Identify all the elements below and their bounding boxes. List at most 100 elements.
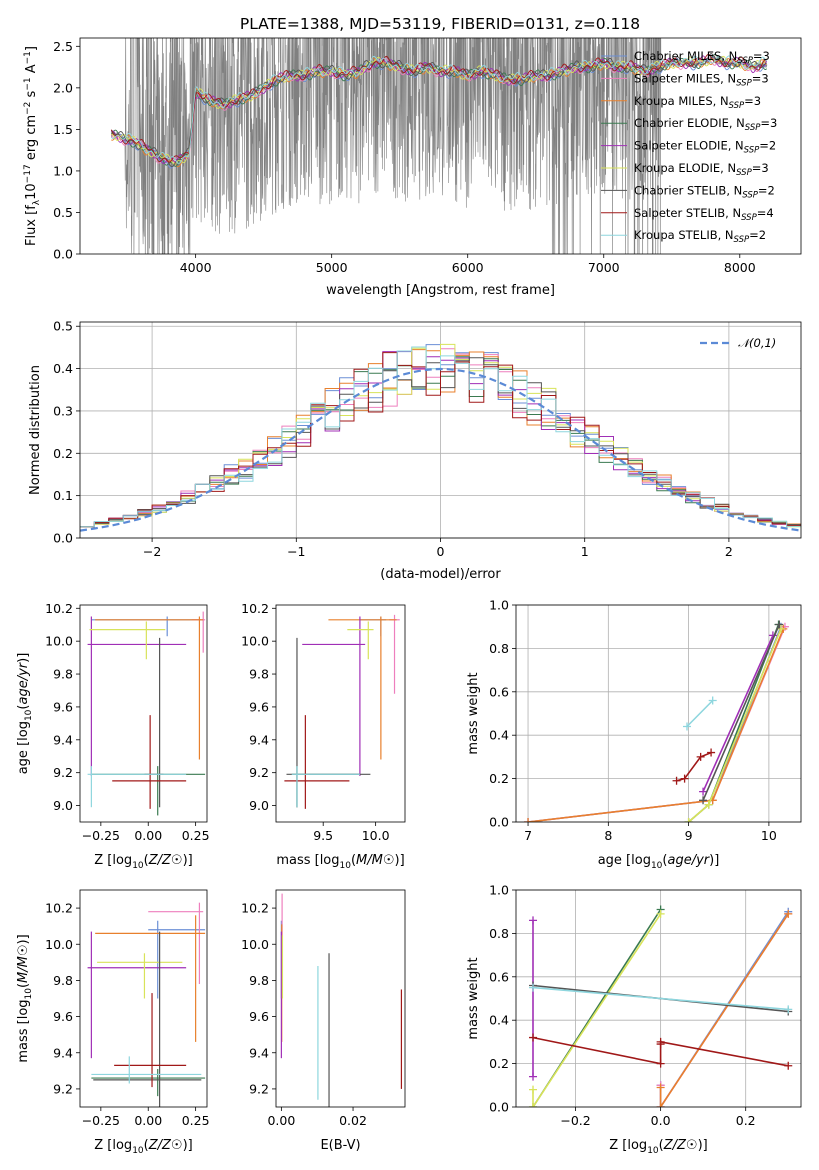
point-m2 [784,909,793,918]
y-tick-label: 0.0 [489,1100,509,1115]
y-tick-label: 9.2 [53,765,73,780]
point-m7 [656,1037,665,1046]
axes-weight_vs_age: 7 8 9 10 0.0 0.2 0.4 0.6 0.8 1.0 age [log10(age/yr… [466,598,802,871]
series-m7 [676,751,712,782]
point-m4 [529,916,538,925]
x-tick-label: 0.00 [134,1113,162,1128]
x-tick-label: −0.25 [82,1113,120,1128]
y-tick-label: 9.8 [249,973,269,988]
y-axis-label: mass weight [466,672,481,754]
y-tick-label: 0.4 [489,1013,509,1028]
legend-label-m4: Salpeter ELODIE, NSSP=2 [634,139,776,156]
y-tick-label: 0.6 [489,684,509,699]
x-axis-label: Z [log10(Z/Z☉)] [609,1138,707,1156]
legend-label-m0: Chabrier MILES, NSSP=3 [634,49,770,66]
y-tick-label: 1.0 [489,883,509,898]
y-tick-label: 10.0 [45,634,73,649]
legend-label-m6: Chabrier STELIB, NSSP=2 [634,183,775,200]
point-m5 [529,1103,538,1107]
y-tick-label: 0.4 [53,361,73,376]
y-axis-label: mass [log10(M/M☉)] [16,934,34,1062]
x-tick-label: −0.25 [82,828,120,843]
point-m5 [529,1085,538,1094]
plot-area [87,902,206,1107]
y-tick-label: 1.5 [53,122,73,137]
observed-spectrum-line [111,38,768,254]
axes-frame [79,321,802,539]
x-tick-label: 0.00 [134,828,162,843]
legend-label-m5: Kroupa ELODIE, NSSP=3 [634,161,769,178]
y-tick-label: 9.0 [249,798,269,813]
y-tick-label: 10.2 [241,601,269,616]
point-m6 [699,796,708,805]
figure-title: PLATE=1388, MJD=53119, FIBERID=0131, z=0… [240,15,640,33]
x-tick-label: 7 [524,828,532,843]
axes-spectrum: 4000 5000 6000 7000 8000 0.0 0.5 1.0 1.5 2.0 2.5 wa… [23,37,802,298]
y-tick-label: 0.0 [53,531,73,546]
axes-age_vs_mass: 9.5 10.0 9.0 9.2 9.4 9.6 9.8 10.0 10.2 mass [log1… [241,601,406,871]
model-spectrum-m7 [110,54,767,163]
y-tick-label: 1.0 [489,598,509,613]
model-spectrum-m8 [110,55,768,164]
legend: Chabrier MILES, NSSP=3 Salpeter MILES, NS… [601,49,777,245]
y-tick-label: 0.8 [489,641,509,656]
axes-mass_vs_Z: −0.25 0.00 0.25 9.2 9.4 9.6 9.8 10.0 10.2 Z [log1… [16,889,210,1156]
point-m7 [707,748,716,757]
x-tick-label: 0.02 [339,1113,367,1128]
series-m6 [702,624,781,801]
x-axis-label: Z [log10(Z/Z☉)] [94,853,192,871]
y-tick-label: 9.4 [249,1045,269,1060]
point-m5 [704,800,713,809]
x-tick-label: 0 [437,544,445,559]
x-tick-label: 9.5 [313,828,333,843]
point-m7 [529,1033,538,1042]
gaussian-legend-label: 𝒩(0,1) [738,336,776,350]
y-axis-label: Flux [fλ10−17 erg cm−2 s−1 A−1] [23,46,42,246]
series-m8 [686,699,714,728]
axes-frame [275,604,406,823]
y-tick-label: 10.2 [241,901,269,916]
point-m7 [784,1061,793,1070]
x-tick-label: 4000 [180,260,212,275]
y-tick-label: 9.6 [53,1009,73,1024]
point-m8 [529,983,538,992]
y-tick-label: 0.1 [53,488,73,503]
y-axis-label: age [log10(age/yr)] [16,653,34,775]
axes-frame [79,889,208,1108]
x-axis-label: age [log10(age/yr)] [598,853,720,871]
y-tick-label: 9.8 [53,667,73,682]
y-tick-label: 0.6 [489,969,509,984]
axes-frame [515,889,802,1108]
y-tick-label: 1.0 [53,163,73,178]
x-tick-label: 7000 [588,260,620,275]
series-m5 [532,913,662,1107]
point-m4 [699,787,708,796]
point-m8 [708,696,717,705]
grid [516,604,801,823]
y-tick-label: 9.6 [249,699,269,714]
y-tick-label: 9.4 [53,732,73,747]
axes-frame [515,604,802,823]
x-tick-label: −2 [143,544,161,559]
legend-label-m8: Kroupa STELIB, NSSP=2 [634,228,766,245]
y-tick-label: 9.2 [249,765,269,780]
x-tick-label: 8 [604,828,612,843]
x-tick-label: 6000 [452,260,484,275]
plot-area [284,614,400,809]
y-tick-label: 9.8 [53,973,73,988]
x-tick-label: 1 [581,544,589,559]
legend-label-m7: Salpeter STELIB, NSSP=4 [634,206,774,223]
plot-area [524,620,789,822]
y-tick-label: 10.0 [241,634,269,649]
y-tick-label: 0.2 [489,1056,509,1071]
point-m7 [696,752,705,761]
x-tick-label: −1 [287,544,305,559]
y-tick-label: 9.6 [249,1009,269,1024]
plot-layer: 4000 5000 6000 7000 8000 0.0 0.5 1.0 1.5 2.0 2.5 wa… [16,37,802,1156]
legend-label-m2: Kroupa MILES, NSSP=3 [634,94,761,111]
gaussian-curve [80,367,801,532]
plot-area [280,893,403,1107]
legend-label-m1: Salpeter MILES, NSSP=3 [634,71,769,88]
series-m4 [702,635,774,792]
